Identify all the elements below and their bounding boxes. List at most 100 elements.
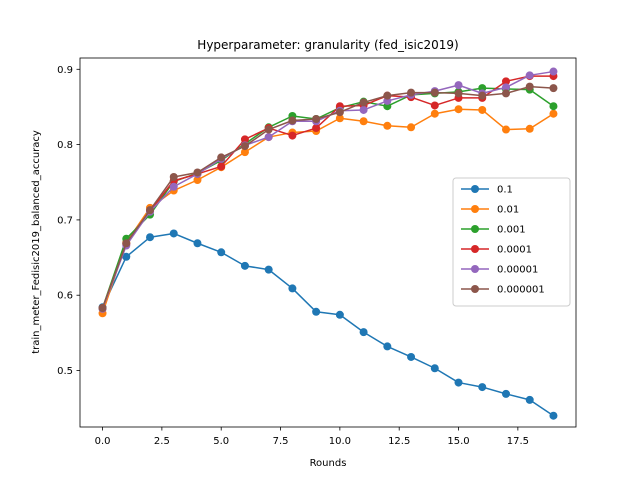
x-tick-label: 2.5: [154, 436, 170, 447]
data-point: [454, 105, 463, 114]
legend-marker: [471, 265, 479, 273]
data-point: [383, 121, 392, 130]
data-point: [525, 82, 534, 91]
data-point: [549, 109, 558, 118]
data-point: [359, 117, 368, 126]
data-point: [217, 248, 226, 257]
y-tick-label: 0.6: [57, 291, 73, 302]
legend-label: 0.0001: [497, 245, 532, 256]
x-tick-label: 7.5: [273, 436, 289, 447]
data-point: [193, 168, 202, 177]
x-tick-label: 5.0: [213, 436, 229, 447]
data-point: [430, 101, 439, 110]
data-point: [501, 389, 510, 398]
series-lines: [98, 67, 558, 420]
data-point: [312, 307, 321, 316]
data-point: [240, 135, 249, 144]
data-point: [407, 352, 416, 361]
data-point: [240, 148, 249, 157]
y-axis-label: train_meter_Fedisic2019_balanced_accurac…: [31, 130, 42, 354]
legend-item: 0.000001: [461, 285, 545, 296]
legend-item: 0.001: [461, 225, 526, 236]
legend-item: 0.01: [461, 205, 519, 216]
data-point: [359, 98, 368, 107]
data-point: [146, 206, 155, 215]
data-point: [549, 411, 558, 420]
data-point: [264, 133, 273, 142]
legend-marker: [471, 225, 479, 233]
data-point: [335, 114, 344, 123]
data-point: [454, 81, 463, 90]
data-point: [454, 378, 463, 387]
x-tick-label: 12.5: [388, 436, 410, 447]
data-point: [501, 89, 510, 98]
data-point: [240, 142, 249, 151]
legend-box: [452, 177, 571, 307]
data-point: [454, 89, 463, 98]
data-point: [312, 124, 321, 133]
data-point: [169, 229, 178, 238]
data-point: [478, 105, 487, 114]
data-point: [525, 124, 534, 133]
data-point: [501, 125, 510, 134]
legend: 0.1 0.01 0.001 0.0001 0.00001 0.000001: [452, 177, 571, 307]
data-point: [146, 233, 155, 242]
data-point: [193, 175, 202, 184]
data-point: [264, 125, 273, 134]
data-point: [288, 131, 297, 140]
data-point: [383, 91, 392, 100]
data-point: [193, 239, 202, 248]
data-point: [335, 108, 344, 117]
legend-item: 0.00001: [461, 265, 538, 276]
data-point: [335, 310, 344, 319]
data-point: [501, 83, 510, 92]
data-point: [288, 284, 297, 293]
legend-item: 0.0001: [461, 245, 532, 256]
data-point: [122, 239, 131, 248]
legend-label: 0.00001: [497, 265, 538, 276]
legend-marker: [471, 185, 479, 193]
data-point: [169, 172, 178, 181]
chart-title: Hyperparameter: granularity (fed_isic201…: [197, 38, 458, 52]
x-tick-label: 10.0: [329, 436, 351, 447]
series-5: [98, 82, 558, 313]
data-point: [430, 364, 439, 373]
legend-item: 0.1: [461, 185, 513, 196]
data-point: [359, 328, 368, 337]
series-line: [101, 232, 554, 417]
legend-label: 0.1: [497, 185, 513, 196]
x-axis-label: Rounds: [310, 458, 347, 469]
data-point: [525, 395, 534, 404]
y-tick-label: 0.8: [57, 140, 73, 151]
y-tick-label: 0.9: [57, 65, 73, 76]
data-point: [549, 84, 558, 93]
data-point: [478, 383, 487, 392]
x-tick-label: 17.5: [507, 436, 529, 447]
legend-label: 0.001: [497, 225, 526, 236]
data-point: [169, 182, 178, 191]
data-point: [407, 123, 416, 132]
legend-label: 0.01: [497, 205, 519, 216]
data-point: [359, 105, 368, 114]
legend-marker: [471, 245, 479, 253]
data-point: [288, 116, 297, 125]
data-point: [217, 162, 226, 171]
legend-marker: [471, 205, 479, 213]
data-point: [501, 77, 510, 86]
data-point: [478, 91, 487, 100]
data-point: [549, 67, 558, 76]
data-point: [312, 114, 321, 123]
legend-marker: [471, 285, 479, 293]
data-point: [383, 342, 392, 351]
data-point: [430, 109, 439, 118]
data-point: [430, 88, 439, 97]
data-point: [122, 252, 131, 261]
data-point: [98, 304, 107, 313]
plot-area-frame: [79, 57, 577, 428]
data-point: [549, 102, 558, 111]
y-tick-label: 0.5: [57, 366, 73, 377]
x-tick-label: 0.0: [95, 436, 111, 447]
y-tick-label: 0.7: [57, 215, 73, 226]
data-point: [240, 261, 249, 270]
